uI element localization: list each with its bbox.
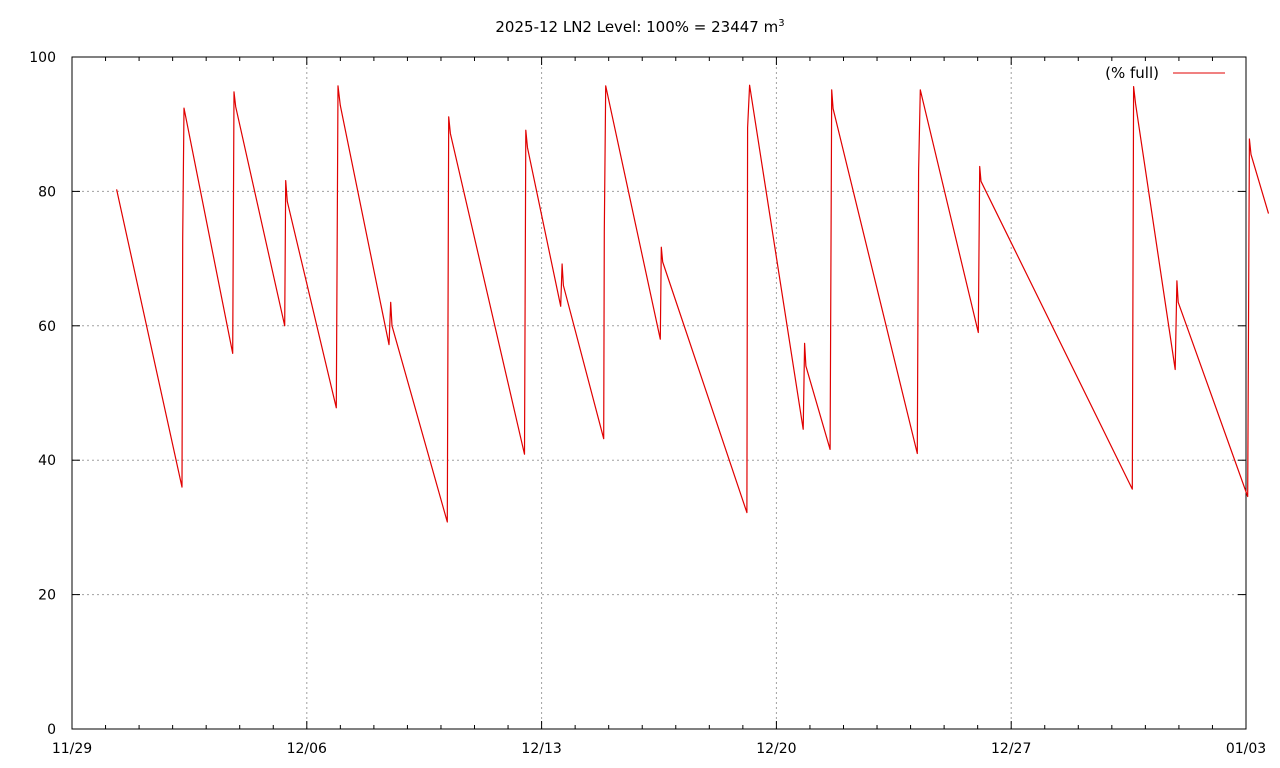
series-layer [116,84,1270,523]
y-tick-label: 80 [38,184,56,200]
x-tick-label: 12/20 [756,741,796,757]
y-tick-label: 100 [29,50,56,66]
y-tick-label: 20 [38,588,56,604]
chart-title-main: 2025-12 LN2 Level: 100% = 23447 m [495,18,778,36]
y-tick-label: 40 [38,453,56,469]
legend: (% full) [1105,64,1225,82]
series-line [116,84,1270,523]
chart-title: 2025-12 LN2 Level: 100% = 23447 m3 [495,18,784,36]
x-tick-label: 12/13 [521,741,561,757]
legend-label: (% full) [1105,64,1159,82]
y-tick-label: 0 [47,722,56,738]
y-tick-label: 60 [38,319,56,335]
plot-frame [71,56,1247,730]
x-tick-label: 11/29 [52,741,92,757]
axis-ticks: 0 20 40 60 80 100 11/29 12/06 12/13 12/20 12/27 01/… [29,50,1266,757]
x-tick-label: 12/06 [287,741,327,757]
x-tick-label: 01/03 [1226,741,1266,757]
chart-title-superscript: 3 [778,18,784,29]
x-tick-label: 12/27 [991,741,1031,757]
grid-lines [72,57,1246,729]
